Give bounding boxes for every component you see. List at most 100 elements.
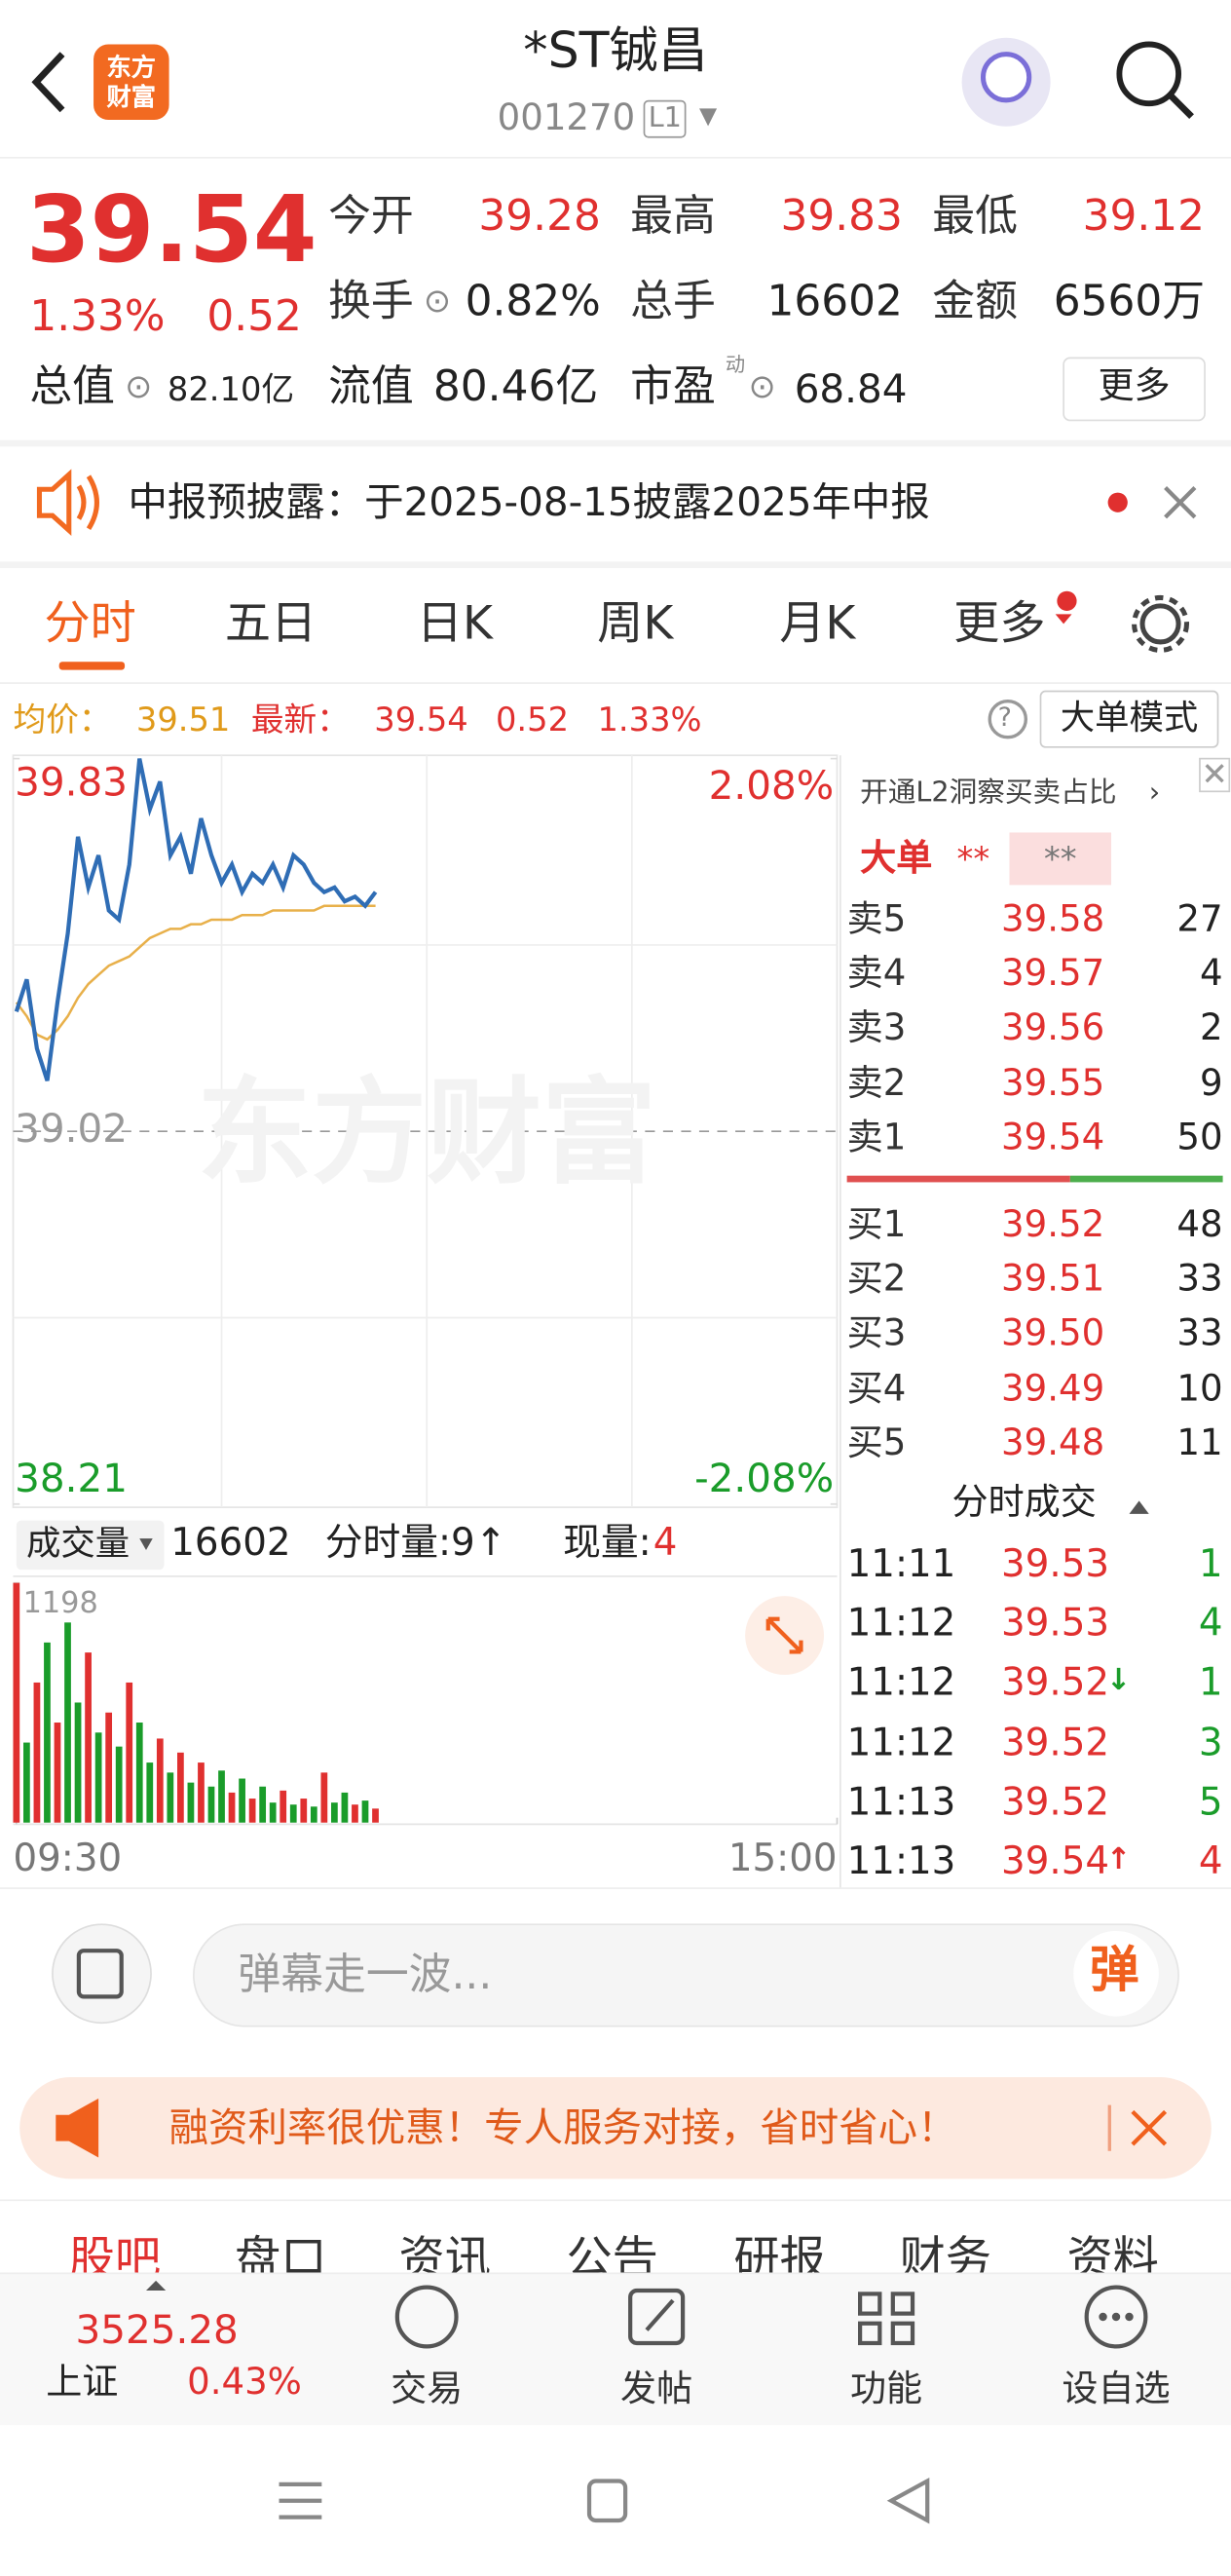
tab[interactable]: 更多 [953,595,1046,651]
l2-promo[interactable]: 开通L2洞察买卖占比 [860,777,1117,810]
function-icon[interactable] [858,2292,915,2346]
book-price: 39.55 [1001,1063,1105,1105]
volume-bar [115,1746,123,1823]
volume-bar [94,1732,102,1823]
info-icon[interactable]: ⊙ [748,365,776,406]
book-volume: 33 [1176,1259,1223,1302]
ad-close[interactable] [1131,2109,1168,2146]
mode-label[interactable]: 大单模式 [1060,698,1199,738]
book-price: 39.50 [1001,1313,1105,1356]
book-side: 卖2 [846,1063,907,1105]
post-icon[interactable] [628,2288,686,2346]
notice-text[interactable]: 中报预披露：于2025-08-15披露2025年中报 [128,479,930,526]
ad-text[interactable]: 融资利率很优惠！专人服务对接，省时省心！ [168,2104,957,2151]
tab[interactable]: 月K [779,595,856,651]
volume-bar [310,1806,317,1823]
watchlist-icon[interactable] [1084,2285,1148,2349]
book-side: 卖3 [846,1008,907,1050]
settings-teeth [1132,594,1190,653]
volume-bar [320,1772,328,1823]
now-volume: 4 [653,1522,678,1566]
trade-time: 11:12 [846,1662,956,1706]
danmu-input[interactable] [193,1923,1179,2027]
tab[interactable]: 五日 [224,595,317,651]
more-label[interactable]: 更多 [1098,365,1171,407]
field-label: 换手 [328,277,414,327]
speaker-icon [36,469,72,537]
volume-bar [23,1742,30,1823]
tab-underline [58,662,126,670]
volume-bar [280,1790,287,1823]
trades-title[interactable]: 分时成交 [951,1482,1097,1524]
sort-caret [1129,1500,1149,1514]
help-icon[interactable] [988,699,1028,739]
nav-label[interactable]: 设自选 [1062,2368,1171,2411]
menu-key[interactable] [279,2481,322,2519]
danmu-send[interactable] [1073,1930,1159,2017]
settings-icon[interactable] [1139,603,1181,645]
trade-icon[interactable] [394,2285,459,2349]
trade-time: 11:12 [846,1722,956,1765]
info-icon[interactable]: ⊙ [423,281,452,321]
book-volume: 48 [1176,1205,1223,1247]
trade-price: 39.53 [1001,1603,1110,1647]
tab[interactable]: 日K [416,595,493,651]
now-volume-label: 现量: [563,1522,652,1566]
home-key[interactable] [586,2479,628,2523]
close-icon[interactable] [1164,486,1197,519]
book-volume: 4 [1199,954,1223,996]
big-order-b: ** [1043,839,1077,879]
trade-price: 39.53 [1001,1543,1110,1587]
book-volume: 50 [1176,1118,1223,1159]
ad-banner[interactable] [19,2076,1212,2179]
back-icon[interactable] [31,52,65,113]
index-value: 3525.28 [75,2306,239,2354]
tab[interactable]: 周K [597,595,674,651]
field-value: 80.46亿 [432,362,599,413]
field-value: 68.84 [794,365,908,413]
nav-label[interactable]: 功能 [849,2368,923,2411]
info-icon[interactable]: ⊙ [125,365,153,406]
mode-button[interactable] [1039,690,1219,748]
field-value: 39.83 [780,192,903,242]
logo-line: 东方 [106,52,157,83]
field-value: 39.28 [478,192,601,242]
logo-text: 东方 财富 [96,53,166,112]
back-key[interactable] [886,2477,930,2524]
nav-label[interactable]: 发帖 [620,2368,693,2411]
more-button[interactable] [1063,357,1206,422]
bottom-nav: 3525.28 上证 0.43% 交易 发帖 功能 设自选 [0,2272,1231,2426]
search-handle [1168,93,1194,120]
volume-bar [74,1702,82,1823]
tab[interactable]: 分时 [44,595,136,651]
danmu-placeholder[interactable]: 弹幕走一波... [238,1951,493,2000]
book-price: 39.49 [1001,1368,1105,1411]
volume-select[interactable] [16,1520,165,1571]
search-icon[interactable] [1116,41,1182,107]
volume-bar [331,1802,338,1823]
volume-bar [44,1642,51,1823]
last-value: 39.54 [374,699,468,739]
volume-bar [259,1786,267,1823]
book-price: 39.58 [1001,899,1105,941]
field-label: 最低 [932,192,1018,242]
field-superscript: 动 [725,353,746,376]
avg-value: 39.51 [135,699,231,739]
avg-label: 均价： [13,699,112,739]
danmu-button[interactable]: 弹 [1090,1942,1139,2000]
code-caret[interactable]: ▼ [698,103,718,131]
book-volume: 9 [1199,1063,1223,1105]
volume-bar [218,1770,225,1823]
change-pct: 1.33% [29,291,166,342]
field-label: 金额 [932,277,1018,327]
index-name: 上证 [46,2363,119,2405]
volume-bar [198,1762,205,1823]
expand-icon [765,1616,803,1654]
volume-label[interactable]: 成交量 [25,1523,131,1564]
volume-bar [167,1772,174,1823]
last-label: 最新： [250,699,350,739]
danmu-settings[interactable] [52,1923,152,2025]
nav-label[interactable]: 交易 [391,2368,464,2411]
volume-bar [352,1804,358,1823]
